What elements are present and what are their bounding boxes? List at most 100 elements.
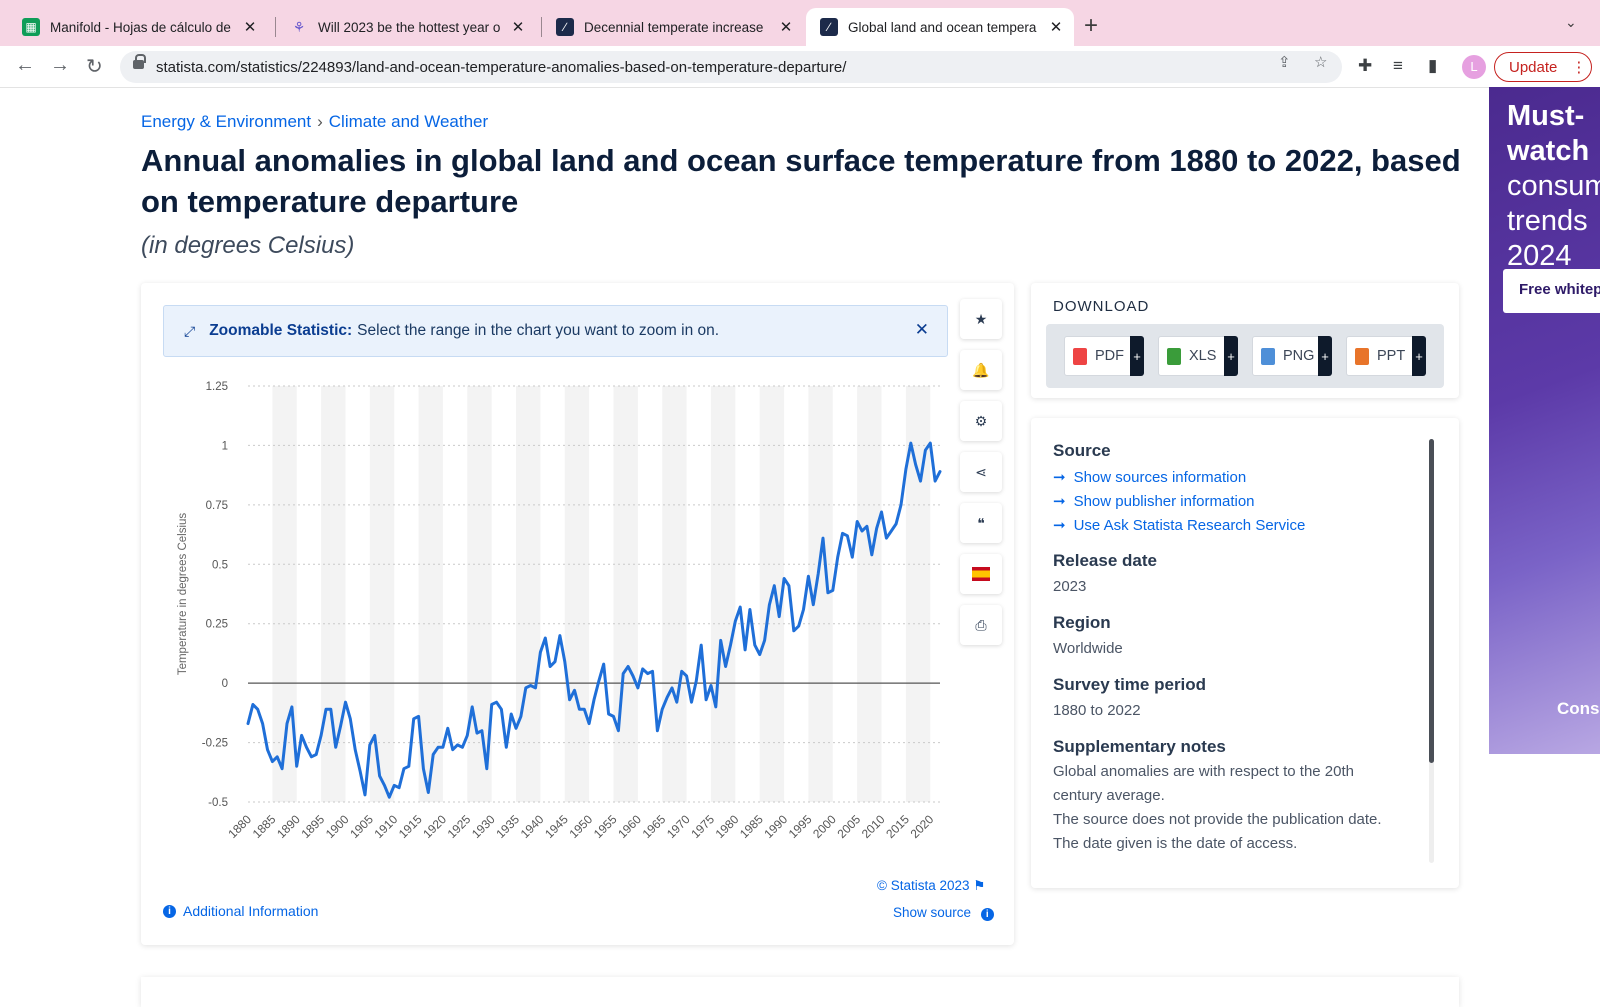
- update-button[interactable]: Update ⋮: [1494, 52, 1592, 82]
- ad-line: trends: [1507, 205, 1588, 237]
- zoom-banner-title: Zoomable Statistic:: [209, 322, 353, 339]
- x-tick-label: 1985: [737, 812, 766, 841]
- extensions-icon[interactable]: ✚: [1358, 56, 1373, 75]
- plus-icon[interactable]: +: [1412, 336, 1426, 376]
- tab-title: Will 2023 be the hottest year o: [318, 19, 501, 35]
- ad-line: watch: [1507, 135, 1590, 167]
- language-button[interactable]: [960, 554, 1002, 594]
- series-line: [246, 441, 942, 799]
- y-tick-label: 0.75: [206, 500, 228, 512]
- show-publisher-link[interactable]: ➞ Show publisher information: [1053, 492, 1255, 510]
- close-icon[interactable]: ✕: [1049, 19, 1063, 36]
- chart-band: [418, 386, 443, 802]
- ad-cta-button[interactable]: Free whitep: [1503, 269, 1600, 313]
- x-tick-label: 1960: [615, 812, 644, 841]
- plus-icon[interactable]: +: [1224, 336, 1238, 376]
- line-chart[interactable]: 1.25 1 0.75 0.5 0.25 0 -0.25 -0.5 18801885189018…: [168, 372, 948, 862]
- favorite-star-button[interactable]: ★: [960, 299, 1002, 339]
- side-panel-icon[interactable]: ▮: [1428, 56, 1438, 75]
- survey-period-value: 1880 to 2022: [1053, 702, 1141, 719]
- tab-global-temperature[interactable]: ∕ Global land and ocean tempera ✕: [806, 8, 1074, 46]
- media-control-icon[interactable]: ≡: [1393, 56, 1403, 75]
- ask-statista-link[interactable]: ➞ Use Ask Statista Research Service: [1053, 516, 1305, 534]
- kebab-menu-icon[interactable]: ⋮: [1571, 59, 1587, 76]
- new-tab-icon[interactable]: +: [1084, 12, 1099, 39]
- info-scrollbar-thumb[interactable]: [1429, 439, 1434, 763]
- x-tick-label: 1995: [786, 812, 815, 841]
- show-source-link[interactable]: Show source i: [893, 905, 994, 921]
- browser-toolbar: ← → ↻ statista.com/statistics/224893/lan…: [0, 46, 1600, 88]
- chart-band: [369, 386, 395, 802]
- next-section-card: [141, 977, 1459, 1007]
- plus-icon[interactable]: +: [1318, 336, 1332, 376]
- chart-copyright[interactable]: © Statista 2023 ⚑: [877, 878, 985, 894]
- ad-line: Must-: [1507, 100, 1585, 132]
- update-label: Update: [1509, 58, 1558, 76]
- notification-button[interactable]: 🔔: [960, 350, 1002, 390]
- breadcrumb-link-energy[interactable]: Energy & Environment: [141, 112, 312, 131]
- expand-icon: ⤢: [184, 322, 196, 339]
- tab-sheets[interactable]: ▦ Manifold - Hojas de cálculo de ✕: [8, 8, 268, 46]
- tab-title: Manifold - Hojas de cálculo de: [50, 19, 231, 35]
- y-tick-label: 0.5: [212, 559, 228, 571]
- show-source-text: Show source: [893, 905, 972, 920]
- show-sources-link[interactable]: ➞ Show sources information: [1053, 468, 1246, 486]
- tab-decennial[interactable]: ∕ Decennial temperate increase ✕: [542, 8, 804, 46]
- download-heading: DOWNLOAD: [1053, 298, 1150, 315]
- supplementary-notes-line: Global anomalies are with respect to the…: [1053, 763, 1355, 780]
- reload-icon[interactable]: ↻: [86, 56, 103, 78]
- close-icon[interactable]: ✕: [243, 19, 257, 36]
- x-tick-label: 2005: [834, 812, 863, 841]
- forward-icon[interactable]: →: [50, 54, 70, 76]
- settings-button[interactable]: ⚙: [960, 401, 1002, 441]
- zoom-banner-text: Select the range in the chart you want t…: [357, 322, 720, 339]
- back-icon[interactable]: ←: [15, 54, 35, 76]
- x-tick-label: 1945: [542, 812, 571, 841]
- info-icon: i: [163, 904, 176, 918]
- chart-band: [613, 386, 638, 802]
- download-pdf-button[interactable]: PDF +: [1064, 336, 1144, 376]
- chevron-down-icon[interactable]: ⌄: [1565, 14, 1577, 30]
- manifold-icon: ⚘: [292, 18, 306, 35]
- x-tick-label: 1940: [518, 812, 547, 841]
- additional-information-link[interactable]: i Additional Information: [163, 903, 318, 919]
- address-bar[interactable]: statista.com/statistics/224893/land-and-…: [120, 51, 1342, 83]
- survey-period-heading: Survey time period: [1053, 675, 1207, 694]
- png-file-icon: [1261, 347, 1275, 365]
- share-page-icon[interactable]: ⇪: [1278, 54, 1291, 71]
- printer-icon: ⎙: [975, 616, 987, 633]
- download-label: XLS: [1189, 348, 1217, 364]
- tab-manifold[interactable]: ⚘ Will 2023 be the hottest year o ✕: [276, 8, 536, 46]
- y-axis-label: Temperature in degrees Celsius: [177, 513, 189, 676]
- supplementary-notes-line: century average.: [1053, 787, 1165, 804]
- download-png-button[interactable]: PNG +: [1252, 336, 1332, 376]
- y-tick-label: 1: [222, 440, 228, 452]
- arrow-right-icon: ➞: [1053, 517, 1066, 534]
- print-button[interactable]: ⎙: [960, 605, 1002, 645]
- close-icon[interactable]: ✕: [779, 19, 793, 36]
- source-heading: Source: [1053, 441, 1111, 460]
- x-tick-label: 1900: [323, 812, 352, 841]
- x-tick-label: 1885: [250, 812, 279, 841]
- close-icon[interactable]: ✕: [511, 19, 525, 36]
- download-ppt-button[interactable]: PPT +: [1346, 336, 1426, 376]
- avatar[interactable]: L: [1462, 55, 1486, 79]
- x-tick-label: 1910: [372, 812, 401, 841]
- download-xls-button[interactable]: XLS +: [1158, 336, 1238, 376]
- breadcrumb-link-climate[interactable]: Climate and Weather: [328, 112, 489, 131]
- link-label: Use Ask Statista Research Service: [1073, 517, 1306, 534]
- statistic-info-card: [1031, 418, 1459, 888]
- statista-icon: ∕: [556, 18, 574, 36]
- x-tick-label: 1905: [347, 812, 376, 841]
- plus-icon[interactable]: +: [1130, 336, 1144, 376]
- cite-button[interactable]: ❝: [960, 503, 1002, 543]
- bookmark-star-icon[interactable]: ☆: [1314, 54, 1328, 71]
- x-tick-label: 1880: [225, 812, 254, 841]
- advertisement-banner[interactable]: Must- watch consum trends 2024 Free whit…: [1489, 87, 1600, 754]
- breadcrumb-separator: ›: [317, 112, 323, 131]
- close-icon[interactable]: ✕: [914, 320, 929, 339]
- download-label: PDF: [1095, 348, 1124, 364]
- x-tick-label: 1975: [688, 812, 717, 841]
- share-button[interactable]: ⋖: [960, 452, 1002, 492]
- arrow-right-icon: ➞: [1053, 469, 1066, 486]
